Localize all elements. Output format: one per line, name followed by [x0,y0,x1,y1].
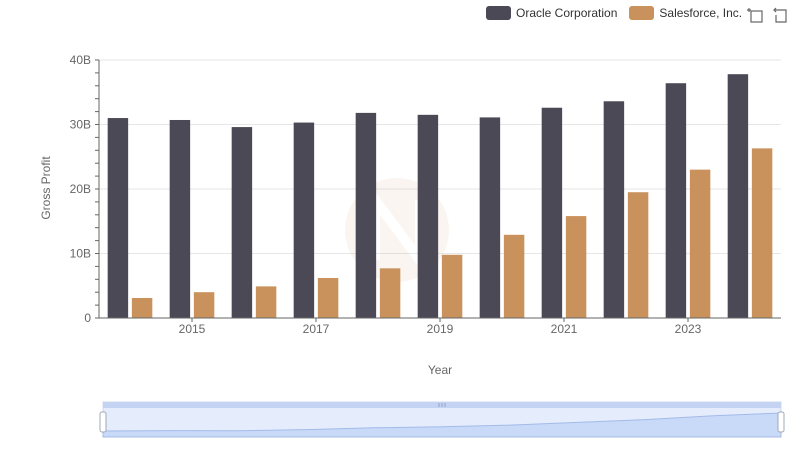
bar-salesforce-2019[interactable] [441,254,463,318]
y-axis-label: Gross Profit [39,156,53,220]
bar-salesforce-2023[interactable] [689,169,711,318]
bar-salesforce-2020[interactable] [503,234,525,318]
y-tick-label: 0 [84,311,91,325]
bar-salesforce-2016[interactable] [255,286,277,318]
y-tick-label: 40B [70,53,91,67]
chart-legend: Oracle Corporation Salesforce, Inc. [486,4,754,22]
bar-oracle-2020[interactable] [479,117,501,318]
bar-salesforce-2024[interactable] [751,148,773,318]
slider-preview-area [102,412,782,438]
bar-oracle-2022[interactable] [603,101,625,318]
zoom-icon[interactable] [746,6,764,24]
y-tick-label: 30B [70,118,91,132]
bar-oracle-2016[interactable] [231,127,253,318]
legend-item-salesforce[interactable]: Salesforce, Inc. [629,6,742,20]
slider-left-handle[interactable] [99,411,107,433]
legend-label-oracle: Oracle Corporation [516,6,618,20]
bar-oracle-2014[interactable] [107,118,129,318]
y-tick-label: 10B [70,247,91,261]
restore-icon[interactable] [772,6,790,24]
x-axis-label: Year [428,363,452,377]
bar-salesforce-2014[interactable] [131,298,153,318]
bar-oracle-2024[interactable] [727,74,749,318]
bar-salesforce-2022[interactable] [627,192,649,318]
bar-salesforce-2018[interactable] [379,268,401,318]
x-tick-label: 2019 [427,322,454,336]
legend-swatch-oracle [486,6,511,20]
slider-selected-range [103,408,781,437]
x-tick-label: 2015 [179,322,206,336]
legend-swatch-salesforce [629,6,655,20]
y-tick-label: 20B [70,182,91,196]
data-zoom-slider[interactable] [99,401,785,438]
bar-salesforce-2017[interactable] [317,278,339,318]
bar-oracle-2017[interactable] [293,122,315,318]
bar-salesforce-2015[interactable] [193,292,215,318]
bar-salesforce-2021[interactable] [565,216,587,318]
legend-label-salesforce: Salesforce, Inc. [659,6,743,20]
bar-oracle-2015[interactable] [169,119,191,318]
bar-oracle-2021[interactable] [541,107,563,318]
x-tick-label: 2023 [675,322,702,336]
x-tick-label: 2021 [551,322,578,336]
bar-series [107,74,773,318]
bar-oracle-2018[interactable] [355,112,377,318]
x-tick-label: 2017 [303,322,330,336]
bar-oracle-2019[interactable] [417,114,439,318]
axes: 2015 2017 2019 2021 2023 [95,59,781,336]
slider-right-handle[interactable] [777,411,785,433]
legend-item-oracle[interactable]: Oracle Corporation [486,6,617,20]
bar-oracle-2023[interactable] [665,83,687,318]
